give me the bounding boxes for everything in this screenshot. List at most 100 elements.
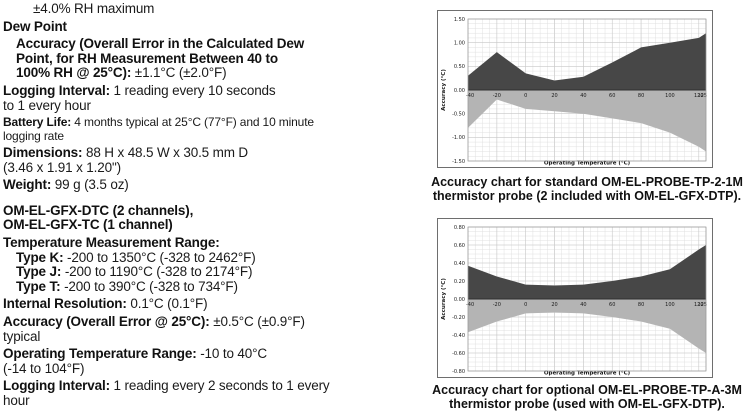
spec-label: Accuracy (Overall Error in the Calculate… <box>16 36 305 52</box>
spec-line: Weight: 99 g (3.5 oz) <box>3 177 433 193</box>
caption-text: thermistor probe (used with OM-EL-GFX-DT… <box>449 396 725 411</box>
spec-line: to 1 every hour <box>3 98 433 114</box>
svg-text:0.80: 0.80 <box>454 225 465 231</box>
caption-text: Accuracy chart for standard OM-EL-PROBE-… <box>431 175 743 189</box>
svg-text:-20: -20 <box>493 302 501 308</box>
spec-line: Internal Resolution: 0.1°C (0.1°F) <box>3 297 433 312</box>
svg-text:120: 120 <box>694 302 704 308</box>
specifications-column: ±4.0% RH maximum Dew Point Accuracy (Overa… <box>3 1 433 408</box>
spec-label: Type K: <box>16 249 64 265</box>
svg-text:40: 40 <box>580 302 586 308</box>
svg-text:20: 20 <box>551 93 557 99</box>
svg-text:-0.20: -0.20 <box>452 315 465 321</box>
spec-value: (-14 to 104°F) <box>3 360 85 376</box>
spec-line: (-14 to 104°F) <box>3 360 433 377</box>
spec-label: OM-EL-GFX-DTC (2 channels), <box>3 202 194 218</box>
svg-text:100: 100 <box>665 93 675 99</box>
spec-line: logging rate <box>3 128 433 143</box>
spec-line: (3.46 x 1.91 x 1.20") <box>3 159 433 176</box>
spec-line: Accuracy (Overall Error in the Calculate… <box>3 36 433 52</box>
spec-value: logging rate <box>3 128 64 143</box>
spec-line: OM-EL-GFX-TC (1 channel) <box>3 218 433 233</box>
svg-text:0.60: 0.60 <box>454 243 465 249</box>
svg-text:-0.80: -0.80 <box>452 369 465 375</box>
spec-label: Dew Point <box>3 18 67 34</box>
spec-value: -10 to 40°C <box>196 346 267 362</box>
spec-line: Dimensions: 88 H x 48.5 W x 30.5 mm D <box>3 144 433 161</box>
spec-line: Type J: -200 to 1190°C (-328 to 2174°F) <box>3 264 433 280</box>
spec-line: Logging Interval: 1 reading every 2 seco… <box>3 378 433 394</box>
svg-text:0.20: 0.20 <box>454 279 465 285</box>
svg-text:0.40: 0.40 <box>454 261 465 267</box>
svg-text:0.00: 0.00 <box>454 297 465 303</box>
spec-label: Point, for RH Measurement Between 40 to <box>16 50 278 66</box>
svg-text:80: 80 <box>638 93 644 99</box>
spec-label: Logging Interval: <box>3 82 110 98</box>
spec-value: 99 g (3.5 oz) <box>51 177 129 193</box>
svg-text:Operating Temperature (°C): Operating Temperature (°C) <box>544 371 631 377</box>
spec-value: (3.46 x 1.91 x 1.20") <box>3 159 121 175</box>
svg-text:-0.60: -0.60 <box>452 351 465 357</box>
spec-line: Point, for RH Measurement Between 40 to <box>3 50 433 67</box>
caption-text: thermistor probe (2 included with OM-EL-… <box>432 188 742 203</box>
svg-text:125: 125 <box>697 93 707 99</box>
svg-text:0.50: 0.50 <box>454 64 465 70</box>
chart-caption-standard-probe: Accuracy chart for standard OM-EL-PROBE-… <box>426 175 748 203</box>
spec-value: ±4.0% RH maximum <box>33 1 155 16</box>
svg-text:80: 80 <box>638 302 644 308</box>
svg-text:Accuracy (°C): Accuracy (°C) <box>441 69 447 111</box>
spec-label: Accuracy (Overall Error @ 25°C): <box>3 313 210 329</box>
spec-line: Accuracy (Overall Error @ 25°C): ±0.5°C … <box>3 313 433 330</box>
spec-line: Type K: -200 to 1350°C (-328 to 2462°F) <box>3 249 433 266</box>
svg-text:100: 100 <box>665 302 675 308</box>
spec-line: Dew Point <box>3 18 433 35</box>
spec-label: Weight: <box>3 177 52 193</box>
spec-value: -200 to 390°C (-328 to 734°F) <box>60 278 238 294</box>
spec-line: ±4.0% RH maximum <box>3 1 433 17</box>
spec-label: 100% RH @ 25°C): <box>16 65 132 81</box>
spec-value: typical <box>3 328 41 344</box>
accuracy-chart-standard-probe: -40 -20 0 20 40 60 80 100 120 125 -1.50 -1.00 -0.50 0… <box>437 10 713 168</box>
spec-value: hour <box>3 392 30 408</box>
svg-text:Accuracy (°C): Accuracy (°C) <box>441 278 447 320</box>
spec-label: Dimensions: <box>3 144 83 160</box>
accuracy-chart-optional-probe: -40 -20 0 20 40 60 80 100 120 125 -0.80 -0.60 -0.40 -… <box>437 218 713 378</box>
svg-text:60: 60 <box>609 93 615 99</box>
svg-text:1.00: 1.00 <box>454 40 465 46</box>
svg-text:-1.00: -1.00 <box>452 135 465 141</box>
svg-text:-0.50: -0.50 <box>452 111 465 117</box>
svg-text:1.50: 1.50 <box>454 17 465 23</box>
svg-text:0: 0 <box>524 93 527 99</box>
svg-text:60: 60 <box>609 302 615 308</box>
spec-value: -200 to 1190°C (-328 to 2174°F) <box>61 264 253 280</box>
spec-label: Temperature Measurement Range: <box>3 234 220 250</box>
svg-text:125: 125 <box>697 302 707 308</box>
spec-line: Battery Life: 4 months typical at 25°C (… <box>3 115 433 130</box>
spec-line: 100% RH @ 25°C): ±1.1°C (±2.0°F) <box>3 66 433 81</box>
spec-value: 1 reading every 2 seconds to 1 every <box>109 378 330 394</box>
spec-value: ±1.1°C (±2.0°F) <box>131 65 227 81</box>
svg-text:20: 20 <box>551 302 557 308</box>
svg-text:40: 40 <box>580 93 586 99</box>
spec-label: Battery Life: <box>3 115 72 130</box>
svg-text:0: 0 <box>524 302 527 308</box>
spec-line: OM-EL-GFX-DTC (2 channels), <box>3 202 433 219</box>
svg-text:-20: -20 <box>493 93 501 99</box>
spec-line: Logging Interval: 1 reading every 10 sec… <box>3 82 433 99</box>
svg-text:-40: -40 <box>466 93 474 99</box>
spec-value: 88 H x 48.5 W x 30.5 mm D <box>82 144 249 160</box>
spec-line: Type T: -200 to 390°C (-328 to 734°F) <box>3 278 433 295</box>
spec-line: Temperature Measurement Range: <box>3 234 433 251</box>
svg-text:-0.40: -0.40 <box>452 333 465 339</box>
spec-line: Operating Temperature Range: -10 to 40°C <box>3 346 433 362</box>
svg-text:-40: -40 <box>466 302 474 308</box>
spec-value: ±0.5°C (±0.9°F) <box>209 313 305 329</box>
svg-text:-1.50: -1.50 <box>452 159 465 165</box>
spec-value: 0.1°C (0.1°F) <box>126 296 208 312</box>
spec-value: 1 reading every 10 seconds <box>109 82 276 98</box>
caption-text: Accuracy chart for optional OM-EL-PROBE-… <box>432 383 742 397</box>
spec-label: Operating Temperature Range: <box>3 346 197 362</box>
